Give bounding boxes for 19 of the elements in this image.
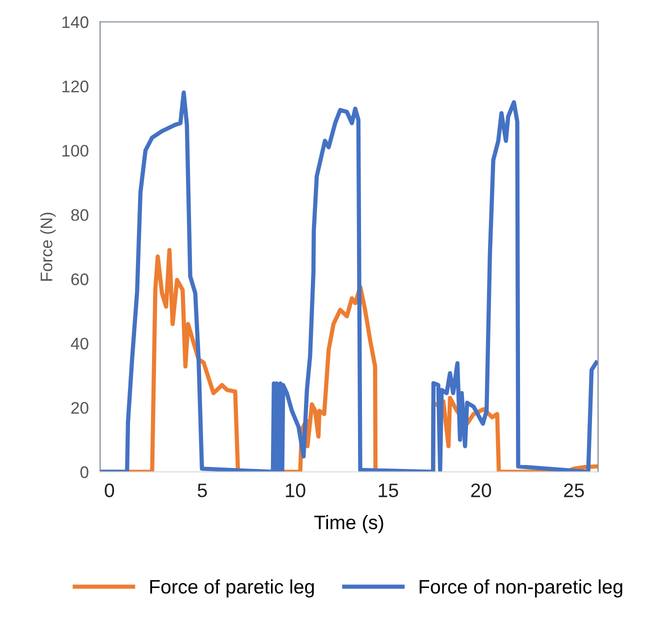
x-tick-label: 20: [471, 484, 492, 498]
y-tick-label: 120: [62, 80, 88, 92]
x-tick-label: 0: [104, 484, 114, 498]
x-tick-label: 25: [564, 484, 584, 498]
x-tick-label: 10: [286, 484, 306, 498]
y-axis-title: Force (N): [40, 212, 56, 281]
y-tick-label: 0: [80, 466, 88, 478]
legend-label: Force of non-paretic leg: [420, 579, 622, 598]
legend-label: Force of paretic leg: [150, 579, 314, 598]
x-tick-label: 5: [198, 484, 207, 498]
y-tick-label: 40: [70, 338, 88, 350]
y-tick-label: 60: [71, 273, 88, 286]
y-tick-label: 100: [62, 144, 88, 157]
y-tick-label: 20: [71, 402, 88, 414]
y-tick-label: 80: [71, 209, 88, 221]
x-axis-title: Time (s): [314, 515, 384, 534]
x-tick-label: 15: [378, 484, 398, 498]
y-tick-label: 140: [62, 16, 88, 28]
line-series: [100, 90, 598, 472]
